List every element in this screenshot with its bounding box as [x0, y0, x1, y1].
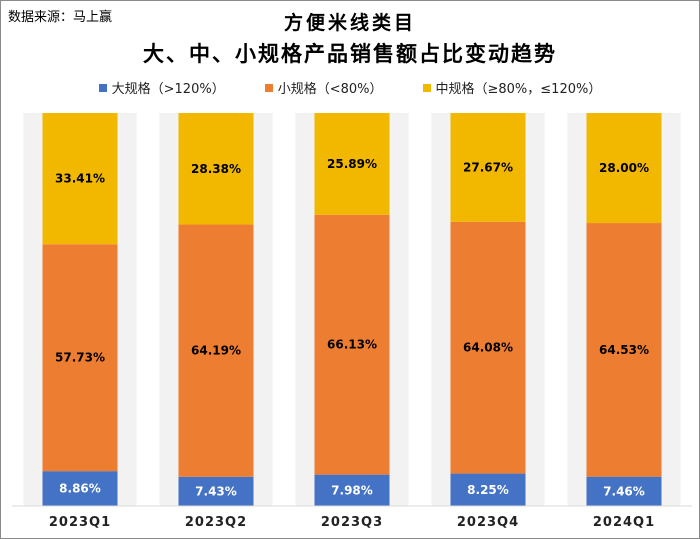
x-tick-label: 2023Q1 — [49, 515, 111, 530]
data-label-large-2023Q3: 7.98% — [331, 483, 373, 497]
legend-swatch-medium — [422, 83, 431, 92]
data-label-large-2023Q2: 7.43% — [195, 484, 237, 498]
data-label-large-2023Q4: 8.25% — [467, 483, 509, 497]
data-label-large-2024Q1: 7.46% — [603, 484, 645, 498]
x-tick-label: 2023Q3 — [321, 515, 383, 530]
chart-legend: 大规格（>120%） 小规格（<80%） 中规格（≥80%，≤120%） — [0, 78, 700, 97]
legend-label-medium: 中规格（≥80%，≤120%） — [435, 82, 602, 97]
bar-medium-2023Q1 — [42, 113, 118, 245]
data-source-label: 数据来源：马上赢 — [8, 10, 113, 25]
x-tick-label: 2023Q2 — [185, 515, 247, 530]
data-label-large-2023Q1: 8.86% — [59, 482, 101, 496]
legend-label-small: 小规格（<80%） — [277, 82, 383, 97]
data-label-medium-2023Q4: 27.67% — [463, 160, 513, 174]
bar-medium-2023Q3 — [314, 113, 390, 215]
legend-item-small: 小规格（<80%） — [264, 78, 383, 97]
bar-small-2023Q4 — [450, 221, 526, 474]
chart-subtitle: 大、中、小规格产品销售额占比变动趋势 — [143, 41, 557, 66]
data-label-small-2023Q1: 57.73% — [55, 351, 105, 365]
data-label-medium-2024Q1: 28.00% — [599, 161, 649, 175]
data-label-medium-2023Q1: 33.41% — [55, 172, 105, 186]
x-tick-label: 2024Q1 — [593, 515, 655, 530]
chart-title: 方便米线类目 — [283, 12, 416, 34]
legend-swatch-large — [98, 83, 107, 92]
legend-label-large: 大规格（>120%） — [111, 82, 225, 97]
bar-large-2023Q2 — [178, 476, 254, 506]
bar-medium-2023Q4 — [450, 113, 526, 222]
data-label-small-2024Q1: 64.53% — [599, 343, 649, 357]
bar-large-2023Q1 — [42, 471, 118, 506]
data-label-medium-2023Q3: 25.89% — [327, 157, 377, 171]
bar-small-2023Q1 — [42, 244, 118, 472]
bar-small-2023Q2 — [178, 224, 254, 477]
legend-item-large: 大规格（>120%） — [98, 78, 225, 97]
x-tick-label: 2023Q4 — [457, 515, 519, 530]
data-label-medium-2023Q2: 28.38% — [191, 162, 241, 176]
data-label-small-2023Q2: 64.19% — [191, 344, 241, 358]
data-label-small-2023Q4: 64.08% — [463, 341, 513, 355]
bar-large-2023Q4 — [450, 473, 526, 506]
legend-item-medium: 中规格（≥80%，≤120%） — [422, 78, 602, 97]
bar-medium-2024Q1 — [586, 113, 662, 224]
bar-medium-2023Q2 — [178, 113, 254, 225]
bar-large-2024Q1 — [586, 476, 662, 506]
data-label-small-2023Q3: 66.13% — [327, 338, 377, 352]
bar-small-2024Q1 — [586, 223, 662, 477]
bar-small-2023Q3 — [314, 214, 390, 475]
bar-large-2023Q3 — [314, 474, 390, 506]
legend-swatch-small — [264, 83, 273, 92]
